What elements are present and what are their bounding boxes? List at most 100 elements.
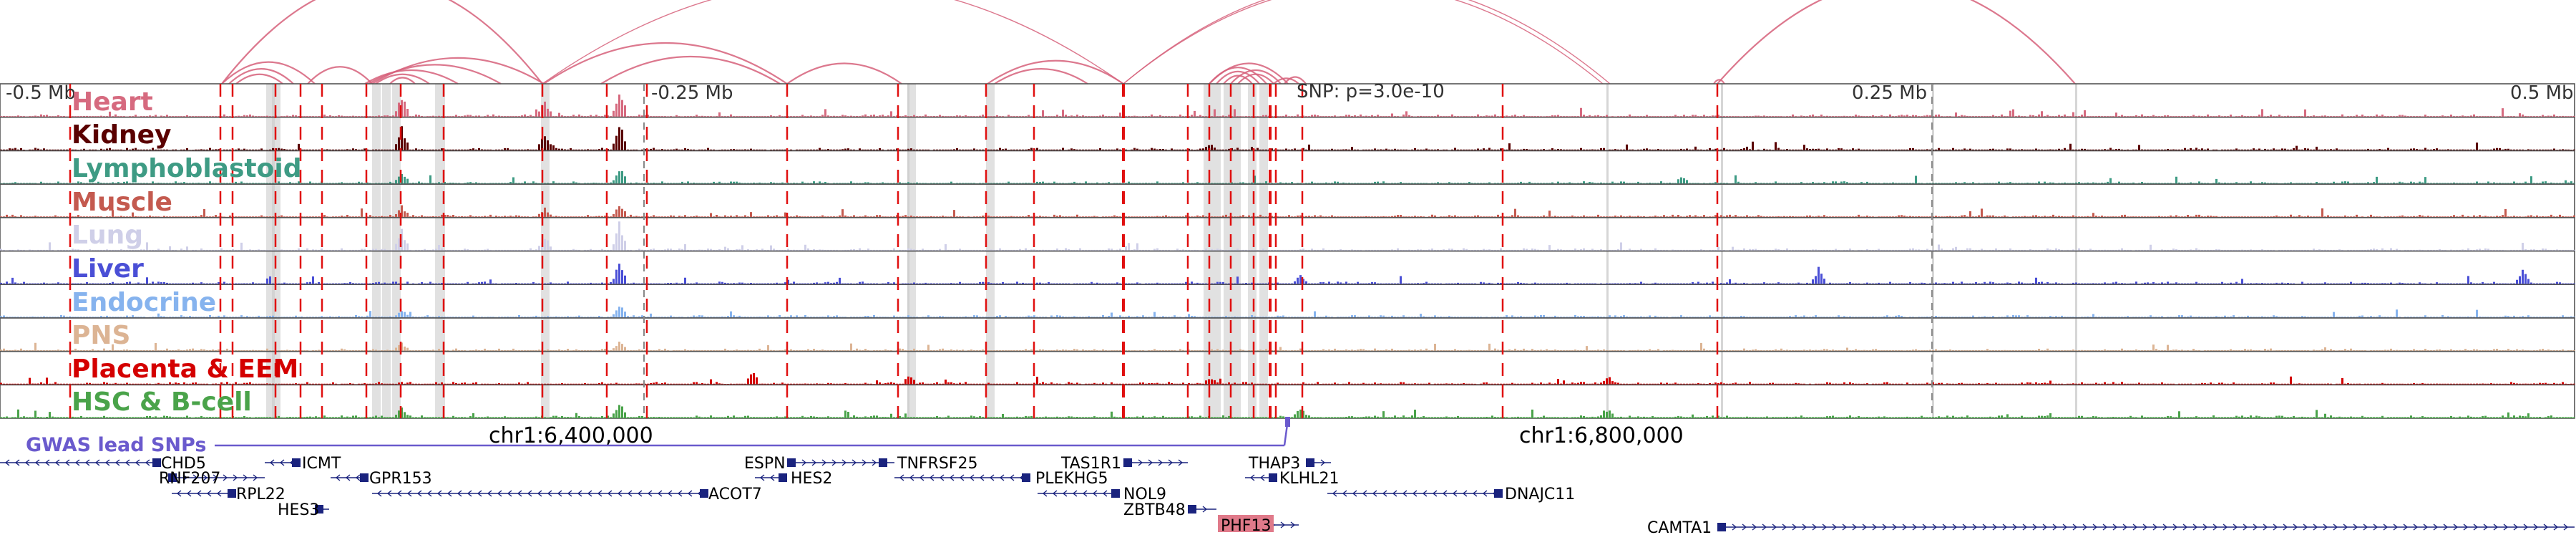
- strand-arrow: [203, 474, 208, 481]
- strand-arrow: [206, 490, 212, 497]
- strand-arrow: [54, 459, 60, 466]
- strand-arrow: [1452, 490, 1458, 497]
- strand-arrow: [687, 490, 693, 497]
- strand-arrow: [2233, 524, 2238, 531]
- gene-acot7[interactable]: ACOT7: [372, 486, 762, 503]
- axis-offset-label: 0.25 Mb: [1852, 82, 1927, 104]
- strand-arrow: [2122, 524, 2128, 531]
- gene-label: GPR153: [369, 470, 432, 488]
- strand-arrow: [2413, 524, 2419, 531]
- gene-icmt[interactable]: ICMT: [265, 455, 341, 473]
- strand-arrow: [2323, 524, 2328, 531]
- strand-arrow: [2563, 524, 2569, 531]
- strand-arrow: [2182, 524, 2188, 531]
- strand-arrow: [2263, 524, 2268, 531]
- strand-arrow: [467, 490, 472, 497]
- exon-block: [1188, 505, 1196, 514]
- gene-label: ICMT: [302, 455, 341, 473]
- strand-arrow: [821, 459, 827, 466]
- strand-arrow: [2212, 524, 2218, 531]
- coordinate-labels: chr1:6,400,000 chr1:6,800,000: [489, 423, 1684, 448]
- strand-arrow: [253, 474, 258, 481]
- gene-label: RPL22: [236, 486, 286, 503]
- strand-arrow: [577, 490, 582, 497]
- strand-arrow: [376, 490, 382, 497]
- gwas-track-label: GWAS lead SNPs: [26, 434, 206, 456]
- strand-arrow: [1732, 524, 1737, 531]
- coordinate-label: chr1:6,800,000: [1519, 423, 1684, 448]
- chromatin-loop-arc: [221, 61, 316, 85]
- gene-label: CAMTA1: [1647, 519, 1712, 537]
- strand-arrow: [607, 490, 613, 497]
- strand-arrow: [2513, 524, 2519, 531]
- track-label-pns: PNS: [72, 321, 130, 350]
- gene-camta1[interactable]: CAMTA1: [1647, 519, 2575, 537]
- gene-espn[interactable]: ESPN: [744, 455, 887, 473]
- strand-arrow: [1802, 524, 1807, 531]
- gene-rpl22[interactable]: RPL22: [172, 486, 286, 503]
- gene-plekhg5[interactable]: PLEKHG5: [894, 470, 1108, 488]
- gene-label: ESPN: [744, 455, 786, 473]
- strand-arrow: [243, 474, 248, 481]
- strand-arrow: [2373, 524, 2379, 531]
- gene-hes3[interactable]: HES3: [278, 501, 329, 519]
- gwas-lead-snp-marker: [1285, 417, 1290, 427]
- gene-phf13[interactable]: PHF13: [1218, 515, 1299, 535]
- gene-nol9[interactable]: NOL9: [1038, 486, 1166, 503]
- strand-arrow: [1402, 490, 1407, 497]
- chromatin-loop-arc: [368, 64, 502, 85]
- gene-tas1r1[interactable]: TAS1R1: [1060, 455, 1188, 473]
- track-label-muscle: Muscle: [72, 188, 172, 217]
- strand-arrow: [567, 490, 572, 497]
- strand-arrow: [1290, 521, 1296, 529]
- strand-arrow: [831, 459, 837, 466]
- gene-chd5[interactable]: CHD5: [0, 455, 206, 473]
- gene-gpr153[interactable]: GPR153: [331, 470, 432, 488]
- strand-arrow: [74, 459, 80, 466]
- strand-arrow: [1872, 524, 1878, 531]
- strand-arrow: [2403, 524, 2409, 531]
- track-label-kidney: Kidney: [72, 120, 172, 150]
- strand-arrow: [1782, 524, 1787, 531]
- strand-arrow: [2393, 524, 2399, 531]
- strand-arrow: [999, 474, 1005, 481]
- strand-arrow: [4, 459, 10, 466]
- gene-tnfrsf25[interactable]: TNFRSF25: [879, 455, 977, 473]
- strand-arrow: [2142, 524, 2148, 531]
- strand-arrow: [1862, 524, 1868, 531]
- strand-arrow: [1249, 474, 1255, 481]
- strand-arrow: [135, 459, 140, 466]
- gene-rnf207[interactable]: RNF207: [159, 470, 265, 488]
- track-label-liver: Liver: [72, 254, 144, 284]
- gene-klhl21[interactable]: KLHL21: [1245, 470, 1339, 488]
- gene-hes2[interactable]: HES2: [755, 470, 832, 488]
- strand-arrow: [1259, 474, 1265, 481]
- gene-zbtb48[interactable]: ZBTB48: [1123, 501, 1216, 519]
- chromatin-loop-arc: [1216, 71, 1260, 85]
- strand-arrow: [2092, 524, 2098, 531]
- strand-arrow: [1912, 524, 1918, 531]
- exon-block: [879, 458, 887, 467]
- gene-dnajc11[interactable]: DNAJC11: [1327, 486, 1575, 503]
- chromatin-loop-arc: [994, 68, 1088, 85]
- strand-arrow: [1792, 524, 1797, 531]
- gene-label: ZBTB48: [1123, 501, 1186, 519]
- strand-arrow: [811, 459, 817, 466]
- strand-arrow: [84, 459, 90, 466]
- strand-arrow: [657, 490, 663, 497]
- strand-arrow: [939, 474, 945, 481]
- strand-arrow: [457, 490, 462, 497]
- gene-thap3[interactable]: THAP3: [1248, 455, 1331, 473]
- strand-arrow: [1362, 490, 1367, 497]
- strand-arrow: [2042, 524, 2048, 531]
- gene-label: NOL9: [1123, 486, 1166, 503]
- strand-arrow: [1962, 524, 1968, 531]
- strand-arrow: [1742, 524, 1747, 531]
- strand-arrow: [2192, 524, 2198, 531]
- chromatin-loop-arc: [1284, 76, 1307, 85]
- axis-offset-label: -0.25 Mb: [651, 82, 733, 104]
- strand-arrow: [2303, 524, 2308, 531]
- strand-arrow: [1422, 490, 1428, 497]
